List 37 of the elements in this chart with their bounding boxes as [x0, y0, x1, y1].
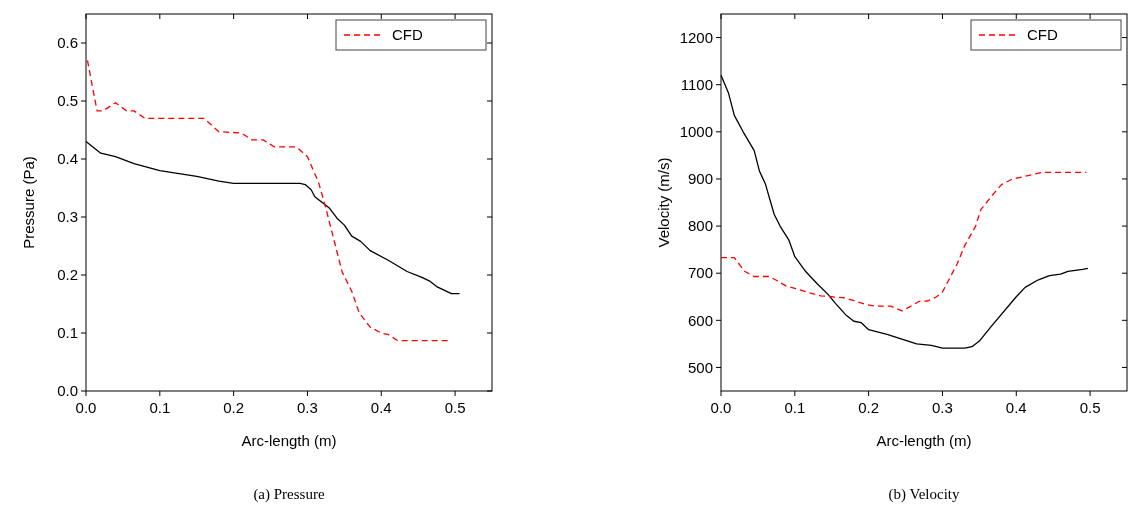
x-axis-title: Arc-length (m) [876, 432, 972, 449]
y-tick-label: 900 [687, 170, 713, 188]
x-tick-label: 0.0 [710, 399, 732, 416]
y-tick-label: 600 [687, 311, 713, 329]
y-tick-label: 0.2 [57, 266, 78, 284]
text: (b) Velocity [888, 486, 960, 503]
y-tick-label: 0.1 [57, 324, 78, 342]
x-tick-label: 0.5 [1079, 399, 1101, 416]
line-series [86, 59, 449, 342]
line-series [720, 171, 1088, 312]
y-axis-title: Pressure (Pa) [20, 156, 37, 249]
text: (a) Pressure [253, 486, 325, 503]
x-tick-label: 0.5 [444, 399, 466, 416]
y-tick-label: 0.3 [57, 208, 78, 226]
y-tick-label: 1200 [679, 28, 713, 46]
legend-label: CFD [1027, 26, 1058, 44]
legend-label: CFD [392, 26, 423, 44]
y-tick-label: 1000 [679, 123, 713, 141]
y-tick-label: 0.4 [57, 150, 78, 168]
x-tick-label: 0.2 [858, 399, 880, 416]
y-tick-label: 700 [687, 264, 713, 282]
y-tick-label: 1100 [680, 75, 713, 93]
y-tick-label: 0.5 [57, 92, 78, 110]
x-tick-label: 0.1 [784, 399, 806, 416]
y-tick-label: 0.0 [57, 382, 78, 400]
y-axis-title: Velocity (m/s) [655, 157, 672, 248]
x-tick-label: 0.1 [149, 399, 171, 416]
y-tick-label: 500 [687, 358, 713, 376]
x-axis-title: Arc-length (m) [241, 432, 337, 449]
x-tick-label: 0.4 [370, 399, 392, 416]
y-tick-label: 0.6 [57, 34, 78, 52]
x-tick-label: 0.3 [932, 399, 953, 416]
x-tick-label: 0.3 [297, 399, 318, 416]
x-tick-label: 0.2 [223, 399, 245, 416]
y-tick-label: 800 [687, 217, 713, 235]
x-tick-label: 0.0 [75, 399, 97, 416]
x-tick-label: 0.4 [1005, 399, 1027, 416]
